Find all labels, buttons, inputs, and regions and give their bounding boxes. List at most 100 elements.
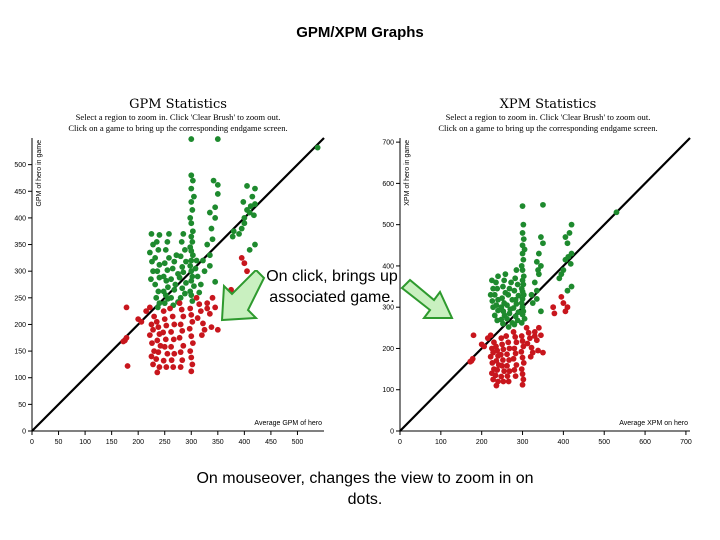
data-point-green[interactable] [501,300,508,306]
data-point-green[interactable] [495,273,501,280]
data-point-red[interactable] [518,366,525,372]
data-point-red[interactable] [550,304,557,311]
data-point-green[interactable] [188,277,195,284]
data-point-green[interactable] [182,290,188,297]
data-point-green[interactable] [191,193,197,200]
data-point-green[interactable] [178,238,185,245]
data-point-red[interactable] [163,364,170,370]
data-point-green[interactable] [206,262,213,269]
data-point-red[interactable] [497,351,504,358]
data-point-green[interactable] [529,300,536,306]
data-point-red[interactable] [499,341,506,348]
data-point-red[interactable] [212,304,219,311]
data-point-red[interactable] [506,345,513,352]
data-point-green[interactable] [491,312,498,319]
data-point-green[interactable] [188,292,195,299]
data-point-red[interactable] [493,382,500,389]
data-point-red[interactable] [558,293,565,300]
data-point-red[interactable] [494,367,501,373]
data-point-green[interactable] [501,312,508,319]
data-point-green[interactable] [188,172,195,179]
data-point-green[interactable] [502,289,509,296]
data-point-red[interactable] [531,329,538,335]
data-point-red[interactable] [470,332,477,339]
data-point-green[interactable] [566,230,573,236]
data-point-red[interactable] [178,306,185,313]
data-point-red[interactable] [535,347,541,354]
data-point-green[interactable] [540,201,546,208]
data-point-green[interactable] [519,250,526,257]
data-point-red[interactable] [506,368,513,375]
data-point-green[interactable] [562,256,569,263]
data-point-green[interactable] [166,254,172,261]
data-point-red[interactable] [499,362,506,369]
data-point-green[interactable] [189,298,196,304]
data-point-green[interactable] [156,261,163,268]
data-point-green[interactable] [208,225,215,232]
data-point-red[interactable] [535,324,542,331]
data-point-red[interactable] [189,361,196,368]
data-point-red[interactable] [498,373,505,380]
data-point-red[interactable] [208,324,215,331]
data-point-green[interactable] [513,267,520,273]
data-point-green[interactable] [179,264,186,270]
data-point-red[interactable] [149,340,155,346]
data-point-green[interactable] [540,240,546,247]
data-point-red[interactable] [180,313,187,320]
data-point-green[interactable] [495,307,501,314]
data-point-red[interactable] [162,336,169,343]
data-point-red[interactable] [209,294,216,301]
data-point-green[interactable] [154,268,161,275]
data-point-green[interactable] [180,269,187,276]
data-point-red[interactable] [167,305,173,312]
data-point-green[interactable] [513,300,520,307]
data-point-red[interactable] [528,344,535,351]
data-point-red[interactable] [169,313,176,320]
data-point-red[interactable] [481,343,488,350]
data-point-red[interactable] [151,313,158,320]
xpm-chart-panel[interactable]: XPM Statistics Select a region to zoom in… [362,90,720,450]
data-point-red[interactable] [520,360,527,366]
data-point-green[interactable] [509,296,516,303]
data-point-red[interactable] [198,332,205,339]
data-point-green[interactable] [201,268,208,275]
data-point-red[interactable] [519,338,526,344]
data-point-green[interactable] [168,276,174,283]
data-point-red[interactable] [160,308,167,315]
data-point-red[interactable] [197,308,204,315]
data-point-red[interactable] [500,357,506,363]
data-point-green[interactable] [538,234,544,240]
data-point-green[interactable] [500,320,506,327]
data-point-red[interactable] [124,363,131,369]
data-point-red[interactable] [161,316,168,323]
data-point-red[interactable] [171,350,178,357]
data-point-red[interactable] [160,357,167,364]
data-point-red[interactable] [513,339,520,346]
data-point-red[interactable] [467,358,474,365]
data-point-green[interactable] [188,268,195,275]
data-point-green[interactable] [183,258,189,265]
data-point-green[interactable] [241,215,248,221]
data-point-green[interactable] [212,215,219,221]
data-point-red[interactable] [187,305,194,312]
data-point-red[interactable] [168,357,175,364]
data-point-green[interactable] [487,291,494,298]
data-point-red[interactable] [170,336,177,343]
data-point-red[interactable] [551,310,558,317]
data-point-red[interactable] [160,329,167,336]
data-point-red[interactable] [164,350,171,357]
data-point-green[interactable] [149,258,155,265]
data-point-red[interactable] [506,357,512,363]
data-point-green[interactable] [533,287,540,294]
data-point-red[interactable] [161,343,168,350]
data-point-red[interactable] [189,340,196,346]
data-point-green[interactable] [538,308,544,315]
data-point-green[interactable] [519,230,526,236]
data-point-green[interactable] [188,220,195,227]
data-point-green[interactable] [495,296,501,303]
data-point-red[interactable] [150,361,156,368]
data-point-red[interactable] [518,333,525,339]
data-point-green[interactable] [173,252,180,259]
data-point-green[interactable] [519,203,526,209]
data-point-red[interactable] [186,325,193,332]
